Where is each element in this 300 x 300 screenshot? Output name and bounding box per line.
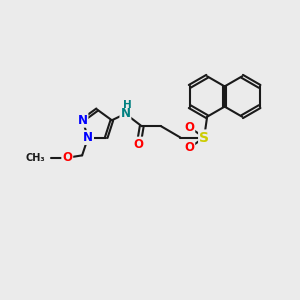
Text: O: O [134,138,144,151]
Text: CH₃: CH₃ [26,153,46,163]
Text: S: S [199,130,209,145]
Text: O: O [184,121,194,134]
Text: O: O [184,141,194,154]
Text: N: N [77,114,88,127]
Text: N: N [120,107,130,120]
Text: N: N [83,131,93,144]
Text: O: O [62,151,72,164]
Text: H: H [123,100,132,110]
